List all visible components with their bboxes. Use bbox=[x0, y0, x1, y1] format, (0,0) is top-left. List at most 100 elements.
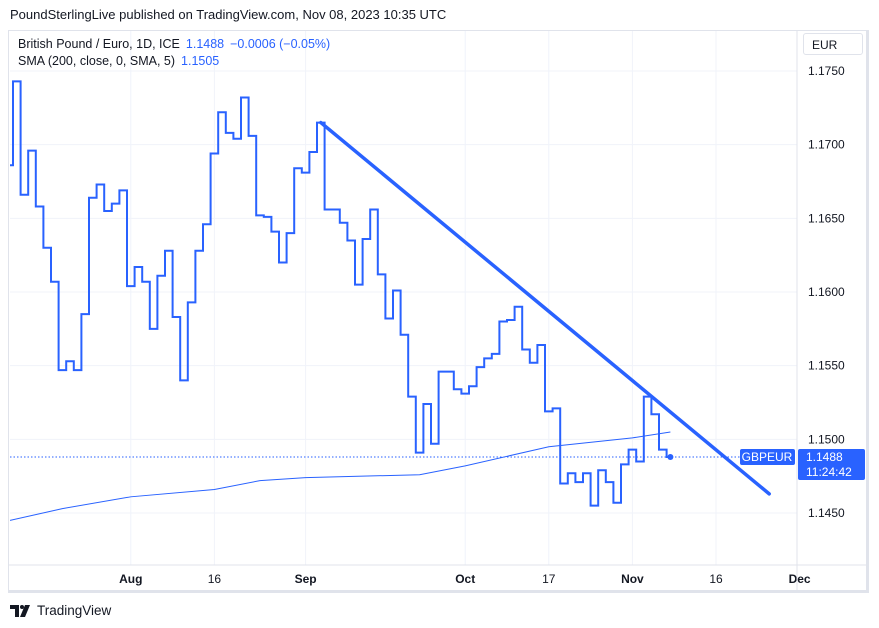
price-point bbox=[195, 249, 203, 253]
price-point bbox=[203, 222, 211, 226]
price-point bbox=[621, 462, 629, 466]
price-point bbox=[515, 305, 523, 309]
price-point bbox=[575, 480, 583, 484]
price-point bbox=[59, 368, 67, 372]
price-tag bbox=[798, 449, 865, 481]
price-point bbox=[97, 182, 105, 186]
y-tick-label: 1.1650 bbox=[808, 211, 845, 225]
price-point bbox=[279, 261, 287, 265]
y-tick-label: 1.1450 bbox=[808, 506, 845, 520]
price-point bbox=[89, 196, 97, 200]
price-point bbox=[484, 356, 492, 360]
price-point bbox=[568, 471, 576, 475]
footer-brand[interactable]: TradingView bbox=[10, 603, 111, 618]
price-point bbox=[347, 238, 355, 242]
x-tick-label: 16 bbox=[208, 572, 222, 586]
price-point bbox=[256, 213, 264, 217]
price-point bbox=[591, 504, 599, 508]
price-point bbox=[477, 365, 485, 369]
price-point bbox=[112, 202, 120, 206]
price-point bbox=[545, 409, 553, 413]
price-point bbox=[157, 274, 165, 278]
price-point bbox=[446, 370, 454, 374]
price-point bbox=[651, 412, 659, 416]
price-point bbox=[241, 96, 249, 100]
x-tick-label: 16 bbox=[709, 572, 723, 586]
price-point bbox=[74, 368, 82, 372]
price-point bbox=[499, 319, 507, 323]
price-point bbox=[218, 110, 226, 114]
legend-symbol-row[interactable]: British Pound / Euro, 1D, ICE 1.1488 −0.00… bbox=[18, 36, 330, 53]
price-point bbox=[173, 315, 181, 319]
price-point bbox=[10, 163, 18, 167]
price-point bbox=[355, 283, 363, 287]
price-point bbox=[28, 149, 36, 153]
price-point bbox=[363, 237, 371, 241]
x-tick-label: Nov bbox=[621, 572, 644, 586]
legend-sma-row[interactable]: SMA (200, close, 0, SMA, 5) 1.1505 bbox=[18, 53, 330, 70]
price-point bbox=[613, 501, 621, 505]
trendline bbox=[319, 120, 771, 496]
price-point bbox=[469, 384, 477, 388]
price-point bbox=[135, 265, 143, 269]
price-point bbox=[264, 215, 272, 219]
x-tick-label: Sep bbox=[295, 572, 317, 586]
price-point bbox=[530, 361, 538, 365]
price-point bbox=[629, 448, 637, 452]
y-tick-label: 1.1550 bbox=[808, 359, 845, 373]
price-point bbox=[165, 249, 173, 253]
price-point bbox=[302, 171, 310, 175]
price-point bbox=[492, 352, 500, 356]
tradingview-logo-icon bbox=[10, 604, 30, 617]
brand-name: TradingView bbox=[37, 603, 112, 618]
price-point bbox=[188, 300, 196, 304]
price-point bbox=[51, 280, 59, 284]
price-point bbox=[142, 280, 150, 284]
price-point bbox=[332, 207, 340, 211]
currency-button[interactable]: EUR bbox=[803, 33, 863, 55]
y-tick-label: 1.1600 bbox=[808, 285, 845, 299]
price-point bbox=[340, 221, 348, 225]
price-point bbox=[226, 131, 234, 135]
x-tick-label: Aug bbox=[119, 572, 142, 586]
price-point bbox=[537, 343, 545, 347]
price-step-line bbox=[10, 80, 671, 507]
price-point bbox=[66, 359, 74, 363]
price-point bbox=[119, 188, 127, 192]
price-point bbox=[325, 207, 333, 211]
price-point bbox=[294, 166, 302, 170]
price-point bbox=[211, 152, 219, 156]
price-point bbox=[431, 442, 439, 446]
symbol-label: British Pound / Euro, 1D, ICE bbox=[18, 37, 180, 51]
symbol-tag bbox=[740, 449, 795, 466]
sma-line bbox=[10, 431, 671, 521]
price-point bbox=[104, 209, 112, 213]
last-price: 1.1488 bbox=[185, 37, 225, 51]
price-point bbox=[13, 79, 21, 83]
price-point bbox=[553, 406, 561, 410]
price-point bbox=[370, 207, 378, 211]
price-point bbox=[659, 448, 667, 452]
price-tag-value: 1.1488 bbox=[806, 450, 843, 464]
price-point bbox=[36, 205, 44, 209]
price-point bbox=[507, 318, 515, 322]
price-point bbox=[385, 317, 393, 321]
y-tick-label: 1.1500 bbox=[808, 432, 845, 446]
price-tag-countdown: 11:24:42 bbox=[806, 465, 852, 479]
price-point bbox=[598, 468, 606, 472]
price-point bbox=[636, 459, 644, 463]
price-point bbox=[393, 289, 401, 293]
price-point bbox=[522, 347, 530, 351]
plot-area bbox=[10, 79, 771, 521]
last-price-dot bbox=[667, 454, 674, 461]
price-point bbox=[583, 471, 591, 475]
price-point bbox=[271, 230, 279, 234]
price-point bbox=[309, 150, 317, 154]
y-tick-label: 1.1700 bbox=[808, 138, 845, 152]
published-caption: PoundSterlingLive published on TradingVi… bbox=[10, 7, 447, 22]
price-point bbox=[287, 231, 295, 235]
price-point bbox=[21, 193, 29, 197]
price-point bbox=[81, 312, 89, 316]
